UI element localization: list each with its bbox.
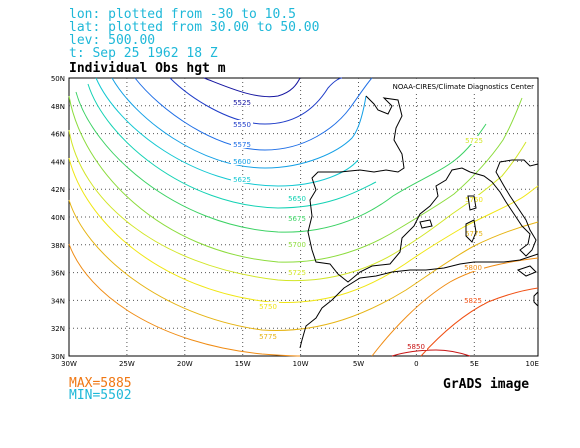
coastline [419,219,433,229]
y-tick-label: 42N [51,186,65,194]
y-tick-label: 48N [51,103,65,111]
coastline [533,290,539,308]
max-value: MAX=5885 [69,376,132,391]
x-tick-label: 25W [119,360,135,368]
contour-label-5725: 5725 [465,137,483,145]
contour-label-bg [463,136,485,144]
contour-label-5650: 5650 [288,195,306,203]
coastline [465,219,477,243]
contour-label-bg [231,175,253,183]
contour-label-bg [286,268,308,276]
contour-label-bg [462,263,484,271]
x-tick-label: 0 [414,360,418,368]
contour-line-5850 [391,349,471,357]
contour-label-bg [286,240,308,248]
contour-label-5750: 5750 [465,196,483,204]
y-tick-label: 50N [51,75,65,83]
contour-label-5800: 5800 [464,264,482,272]
contour-label-5600: 5600 [233,158,251,166]
contour-line-5775 [68,199,539,331]
credit-text: NOAA-CIRES/Climate Diagnostics Center [393,83,534,91]
coastline [467,195,477,211]
contour-label-5700: 5700 [288,241,306,249]
contour-line-5825 [420,287,539,357]
coastline [469,159,539,257]
contour-label-bg [462,296,484,304]
min-value: MIN=5502 [69,388,132,403]
header-lat: lat: plotted from 30.00 to 50.00 [69,20,320,35]
credit-box [362,80,537,91]
contour-label-bg [231,140,253,148]
contour-label-5750: 5750 [259,303,277,311]
contour-label-5675: 5675 [288,215,306,223]
contour-label-5725: 5725 [288,269,306,277]
y-tick-label: 36N [51,270,65,278]
contour-line-5550 [169,77,343,125]
coastline [516,265,537,277]
contour-line-5725 [68,129,527,282]
contour-label-bg [405,342,427,350]
contour-label-bg [257,332,279,340]
contour-label-5525: 5525 [233,99,251,107]
contour-line-5650 [87,83,377,209]
contour-label-5775: 5775 [259,333,277,341]
contour-line-5600 [111,77,367,169]
contour-line-5700 [68,95,523,263]
y-tick-label: 30N [51,353,65,361]
coastline [307,95,471,283]
contour-line-5750 [68,157,539,304]
plot-title: Individual Obs hgt m [69,61,226,76]
x-tick-label: 30W [61,360,77,368]
header-lev: lev: 500.00 [69,33,156,48]
contour-label-5850: 5850 [407,343,425,351]
header-time: t: Sep 25 1962 18 Z [69,46,218,61]
grads-footer: GrADS image [443,377,530,392]
x-tick-label: 10W [293,360,309,368]
contour-line-5800 [68,243,539,357]
contour-label-5625: 5625 [233,176,251,184]
y-tick-label: 32N [51,325,65,333]
coastline [299,253,539,349]
contour-label-bg [463,229,485,237]
contour-label-5575: 5575 [233,141,251,149]
y-tick-label: 38N [51,242,65,250]
contour-label-5825: 5825 [464,297,482,305]
y-tick-label: 44N [51,158,65,166]
contour-label-bg [231,98,253,106]
header-lon: lon: plotted from -30 to 10.5 [69,7,296,22]
contour-label-bg [231,157,253,165]
contour-line-5575 [134,77,373,151]
contour-label-5550: 5550 [233,121,251,129]
x-tick-label: 15W [235,360,251,368]
y-tick-label: 34N [51,297,65,305]
x-tick-label: 5W [353,360,364,368]
contour-label-bg [286,194,308,202]
y-tick-label: 46N [51,131,65,139]
contour-label-5775: 5775 [465,230,483,238]
contour-label-bg [257,302,279,310]
x-tick-label: 20W [177,360,193,368]
contour-line-5675 [75,91,487,233]
contour-line-5625 [95,77,359,187]
y-tick-label: 40N [51,214,65,222]
contour-line-5525 [203,77,301,98]
x-tick-label: 10E [526,360,539,368]
x-tick-label: 5E [470,360,479,368]
contour-label-bg [286,214,308,222]
contour-label-bg [231,120,253,128]
